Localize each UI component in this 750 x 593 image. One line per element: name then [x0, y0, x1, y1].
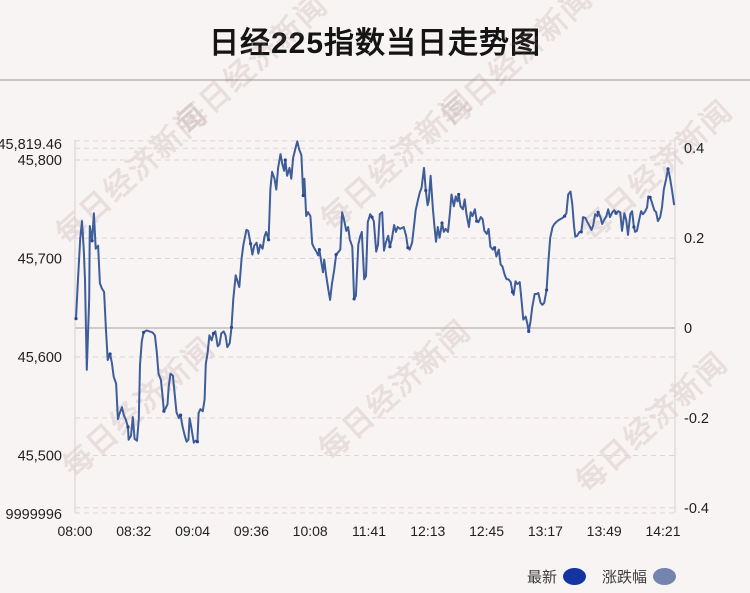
x-axis-tick-label: 14:21: [645, 523, 680, 539]
title-divider: [0, 79, 750, 81]
price-line-marker: [126, 425, 130, 429]
right-axis-tick-label: -0.4: [684, 501, 709, 517]
left-axis-tick-label: 45,700: [18, 252, 62, 268]
price-line-marker: [457, 192, 461, 197]
price-line-marker: [195, 440, 199, 444]
price-line-marker: [90, 239, 94, 243]
legend-dot-change-pct-icon: [653, 568, 677, 585]
x-axis-tick-label: 13:17: [528, 523, 563, 539]
x-axis-tick-label: 12:13: [410, 523, 445, 539]
price-line-marker: [666, 167, 670, 171]
price-line-marker: [527, 329, 531, 333]
price-line-marker: [406, 246, 410, 250]
price-line-marker: [211, 331, 216, 335]
price-line-marker: [74, 317, 78, 321]
price-line-marker: [370, 215, 374, 219]
left-axis-tick-label: 45,500: [18, 449, 62, 465]
price-line-marker: [648, 195, 652, 199]
price-line-marker: [493, 246, 497, 250]
right-axis-tick-label: 0.4: [684, 141, 704, 157]
left-axis-tick-label: 9999996: [6, 507, 62, 523]
legend-label-change-pct: 涨跌幅: [602, 569, 648, 586]
left-axis-tick-label: 45,600: [18, 350, 62, 366]
right-axis-tick-label: 0.2: [684, 231, 704, 247]
price-line-marker: [249, 242, 253, 246]
x-axis-tick-label: 10:08: [293, 523, 328, 539]
price-line-marker: [596, 210, 600, 214]
price-line-marker: [229, 325, 234, 329]
price-line-marker: [108, 352, 112, 356]
price-line-marker: [317, 248, 321, 252]
price-line-marker: [162, 409, 166, 413]
price-line-marker: [142, 330, 146, 334]
price-line-marker: [334, 253, 338, 257]
price-line-marker: [510, 290, 515, 294]
x-axis-tick-label: 11:41: [352, 523, 386, 539]
legend-item-latest[interactable]: 最新: [527, 566, 587, 587]
price-line-marker: [179, 413, 183, 417]
price-line-marker: [267, 238, 271, 242]
price-line-marker: [424, 188, 428, 193]
price-line-marker: [632, 225, 636, 229]
price-line-marker: [614, 211, 618, 215]
left-axis-tick-label: 45,819.46: [0, 137, 62, 153]
price-line-marker: [440, 221, 444, 225]
price-line: [75, 140, 675, 444]
x-axis-tick-label: 08:00: [57, 523, 92, 539]
x-axis-tick-label: 09:04: [175, 523, 210, 539]
right-axis-tick-label: 0: [684, 321, 692, 337]
chart-legend: 最新 涨跌幅: [527, 566, 677, 587]
legend-label-latest: 最新: [527, 569, 558, 586]
legend-dot-latest-icon: [563, 568, 587, 585]
price-line-marker: [579, 230, 583, 234]
price-line-marker: [475, 219, 479, 223]
x-axis-tick-label: 13:49: [587, 523, 622, 539]
price-line-marker: [352, 297, 356, 301]
price-line-marker: [563, 214, 567, 218]
price-line-marker: [388, 245, 392, 249]
price-line-marker: [301, 193, 305, 198]
right-axis-tick-label: -0.2: [684, 411, 709, 427]
x-axis-tick-label: 09:36: [234, 523, 269, 539]
left-axis-tick-label: 45,800: [18, 153, 62, 169]
price-line-marker: [545, 288, 549, 292]
x-axis-tick-label: 12:45: [469, 523, 504, 539]
price-line-marker: [283, 158, 287, 162]
chart-title: 日经225指数当日走势图: [208, 27, 542, 60]
legend-item-change-pct[interactable]: 涨跌幅: [602, 566, 677, 587]
x-axis-tick-label: 08:32: [116, 523, 151, 539]
